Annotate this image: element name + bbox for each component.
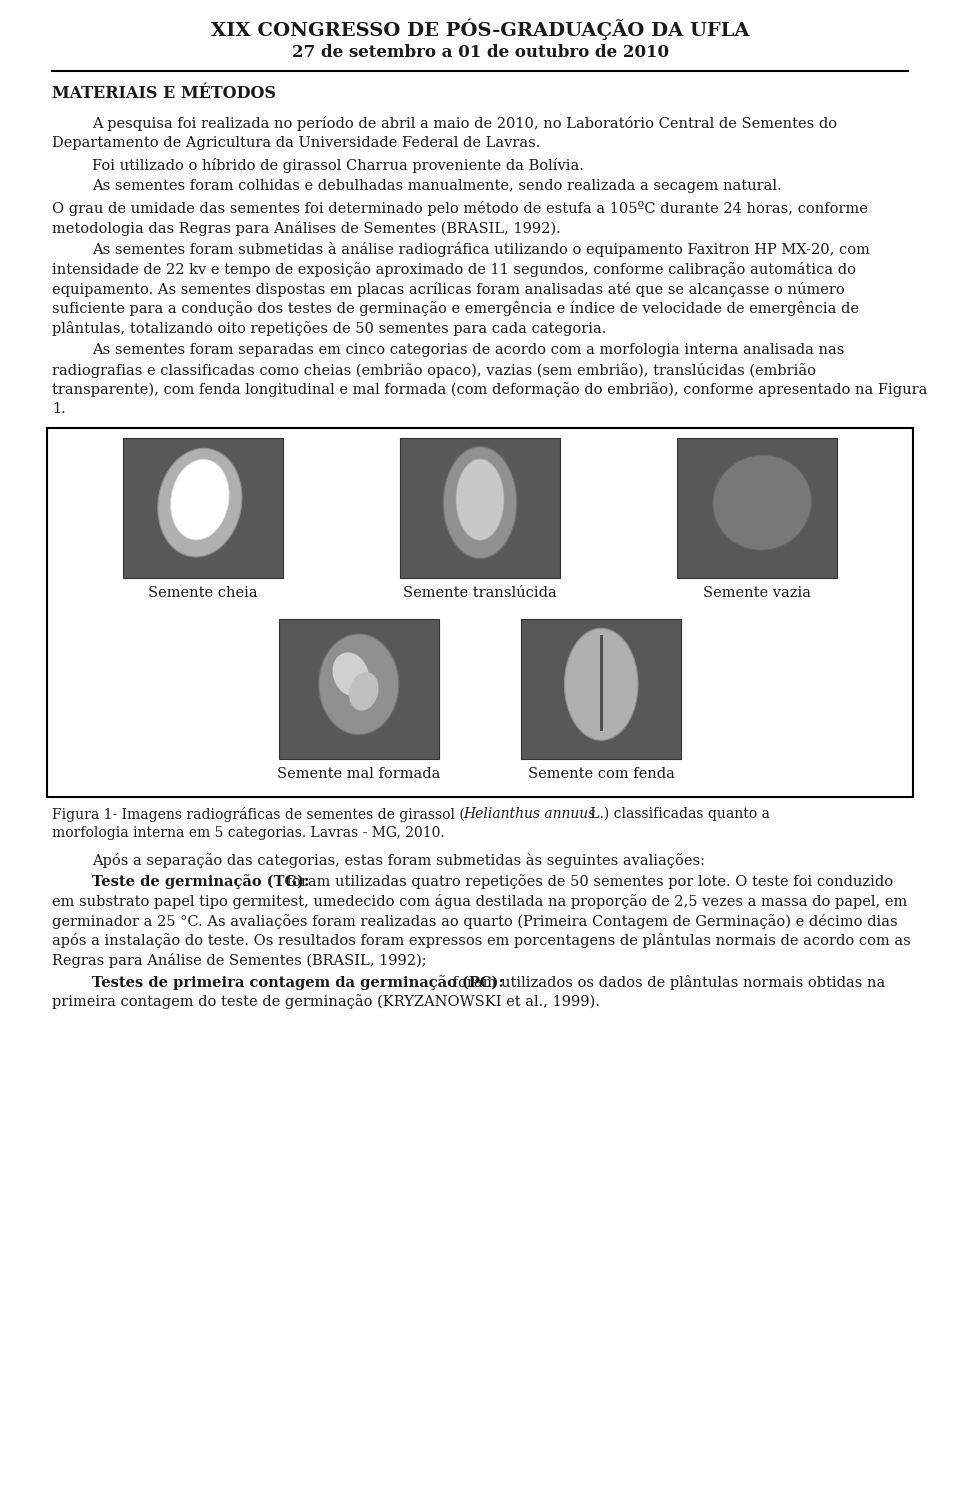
- Bar: [400, 438, 560, 578]
- Text: Semente com fenda: Semente com fenda: [528, 767, 675, 782]
- Text: Após a separação das categorias, estas foram submetidas às seguintes avaliações:: Após a separação das categorias, estas f…: [92, 853, 705, 868]
- Text: metodologia das Regras para Análises de Sementes (BRASIL, 1992).: metodologia das Regras para Análises de …: [52, 221, 561, 236]
- Text: transparente), com fenda longitudinal e mal formada (com deformação do embrião),: transparente), com fenda longitudinal e …: [52, 383, 927, 398]
- Text: suficiente para a condução dos testes de germinação e emergência e índice de vel: suficiente para a condução dos testes de…: [52, 302, 859, 317]
- Text: MATERIAIS E MÉTODOS: MATERIAIS E MÉTODOS: [52, 84, 276, 102]
- Text: Semente mal formada: Semente mal formada: [277, 767, 441, 782]
- Text: As sementes foram submetidas à análise radiográfica utilizando o equipamento Fax: As sementes foram submetidas à análise r…: [92, 243, 870, 258]
- Bar: [123, 438, 283, 578]
- Ellipse shape: [332, 653, 369, 696]
- Ellipse shape: [564, 629, 638, 740]
- Text: Semente translúcida: Semente translúcida: [403, 585, 557, 599]
- Text: Figura 1- Imagens radiográficas de sementes de girassol (: Figura 1- Imagens radiográficas de semen…: [52, 808, 465, 823]
- Text: intensidade de 22 kv e tempo de exposição aproximado de 11 segundos, conforme ca: intensidade de 22 kv e tempo de exposiçã…: [52, 263, 856, 278]
- Text: germinador a 25 °C. As avaliações foram realizadas ao quarto (Primeira Contagem : germinador a 25 °C. As avaliações foram …: [52, 914, 898, 929]
- Bar: [47, 428, 913, 797]
- Text: A pesquisa foi realizada no período de abril a maio de 2010, no Laboratório Cent: A pesquisa foi realizada no período de a…: [92, 116, 837, 131]
- Text: As sementes foram colhidas e debulhadas manualmente, sendo realizada a secagem n: As sementes foram colhidas e debulhadas …: [92, 180, 781, 194]
- Text: em substrato papel tipo germitest, umedecido com água destilada na proporção de : em substrato papel tipo germitest, umede…: [52, 895, 907, 910]
- Text: O grau de umidade das sementes foi determinado pelo método de estufa a 105ºC dur: O grau de umidade das sementes foi deter…: [52, 201, 868, 216]
- Text: 1.: 1.: [52, 402, 65, 416]
- Text: Foi utilizado o híbrido de girassol Charrua proveniente da Bolívia.: Foi utilizado o híbrido de girassol Char…: [92, 158, 584, 173]
- Text: L.) classificadas quanto a: L.) classificadas quanto a: [587, 808, 770, 821]
- Text: foram utilizadas quatro repetições de 50 sementes por lote. O teste foi conduzid: foram utilizadas quatro repetições de 50…: [281, 874, 893, 889]
- Text: Regras para Análise de Sementes (BRASIL, 1992);: Regras para Análise de Sementes (BRASIL,…: [52, 953, 426, 968]
- Ellipse shape: [319, 633, 398, 734]
- Ellipse shape: [456, 459, 504, 540]
- Text: As sementes foram separadas em cinco categorias de acordo com a morfologia inter: As sementes foram separadas em cinco cat…: [92, 342, 845, 357]
- Bar: [521, 620, 682, 760]
- Text: 27 de setembro a 01 de outubro de 2010: 27 de setembro a 01 de outubro de 2010: [292, 44, 668, 62]
- Ellipse shape: [712, 455, 811, 551]
- Text: após a instalação do teste. Os resultados foram expressos em porcentagens de plâ: após a instalação do teste. Os resultado…: [52, 934, 911, 949]
- Ellipse shape: [157, 449, 242, 557]
- Text: morfologia interna em 5 categorias. Lavras - MG, 2010.: morfologia interna em 5 categorias. Lavr…: [52, 826, 444, 839]
- Text: primeira contagem do teste de germinação (KRYZANOWSKI et al., 1999).: primeira contagem do teste de germinação…: [52, 994, 600, 1009]
- Ellipse shape: [444, 447, 516, 558]
- Text: XIX CONGRESSO DE PÓS-GRADUAÇÃO DA UFLA: XIX CONGRESSO DE PÓS-GRADUAÇÃO DA UFLA: [211, 18, 749, 39]
- Bar: [677, 438, 837, 578]
- Ellipse shape: [348, 672, 378, 710]
- Text: Departamento de Agricultura da Universidade Federal de Lavras.: Departamento de Agricultura da Universid…: [52, 137, 540, 150]
- Bar: [278, 620, 439, 760]
- Text: radiografias e classificadas como cheias (embrião opaco), vazias (sem embrião), : radiografias e classificadas como cheias…: [52, 363, 816, 378]
- Text: plântulas, totalizando oito repetições de 50 sementes para cada categoria.: plântulas, totalizando oito repetições d…: [52, 321, 607, 336]
- Text: Semente vazia: Semente vazia: [703, 585, 811, 599]
- Text: foram utilizados os dados de plântulas normais obtidas na: foram utilizados os dados de plântulas n…: [448, 974, 886, 989]
- Text: Helianthus annuus: Helianthus annuus: [464, 808, 596, 821]
- Ellipse shape: [171, 459, 229, 540]
- Text: equipamento. As sementes dispostas em placas acrílicas foram analisadas até que : equipamento. As sementes dispostas em pl…: [52, 282, 845, 297]
- Text: Teste de germinação (TG):: Teste de germinação (TG):: [92, 874, 309, 889]
- Text: Semente cheia: Semente cheia: [148, 585, 257, 599]
- Text: Testes de primeira contagem da germinação (PC):: Testes de primeira contagem da germinaçã…: [92, 974, 504, 989]
